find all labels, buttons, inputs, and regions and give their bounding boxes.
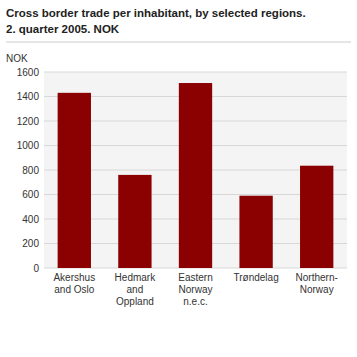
- bar: [179, 83, 212, 268]
- x-tick-label: Trøndelag: [233, 272, 278, 283]
- y-tick-label: 1400: [17, 91, 40, 102]
- y-tick-label: 400: [22, 214, 39, 225]
- y-tick-label: 1600: [17, 67, 40, 78]
- subtitle: 2. quarter 2005. NOK: [6, 23, 120, 35]
- y-tick-label: 1200: [17, 116, 40, 127]
- y-tick-label: 600: [22, 189, 39, 200]
- bar: [239, 196, 272, 268]
- x-tick-label: HedmarkandOppland: [115, 272, 157, 307]
- chart: Cross border trade per inhabitant, by se…: [0, 0, 357, 357]
- bar: [58, 93, 91, 268]
- grid-line: [44, 72, 347, 73]
- y-axis-label: NOK: [6, 53, 28, 64]
- separator: [6, 42, 351, 43]
- x-tick-label: EasternNorwayn.e.c.: [178, 272, 212, 307]
- plot-background: [44, 72, 347, 268]
- y-tick-label: 0: [33, 263, 39, 274]
- x-tick-label: Akershusand Oslo: [53, 272, 95, 295]
- y-tick-label: 200: [22, 238, 39, 249]
- bars: [58, 83, 334, 268]
- y-tick-label: 1000: [17, 140, 40, 151]
- bar: [300, 166, 333, 268]
- title: Cross border trade per inhabitant, by se…: [6, 7, 306, 19]
- grid: [44, 72, 347, 268]
- bar: [118, 175, 151, 268]
- y-tick-label: 800: [22, 165, 39, 176]
- x-tick-label: Northern-Norway: [296, 272, 338, 295]
